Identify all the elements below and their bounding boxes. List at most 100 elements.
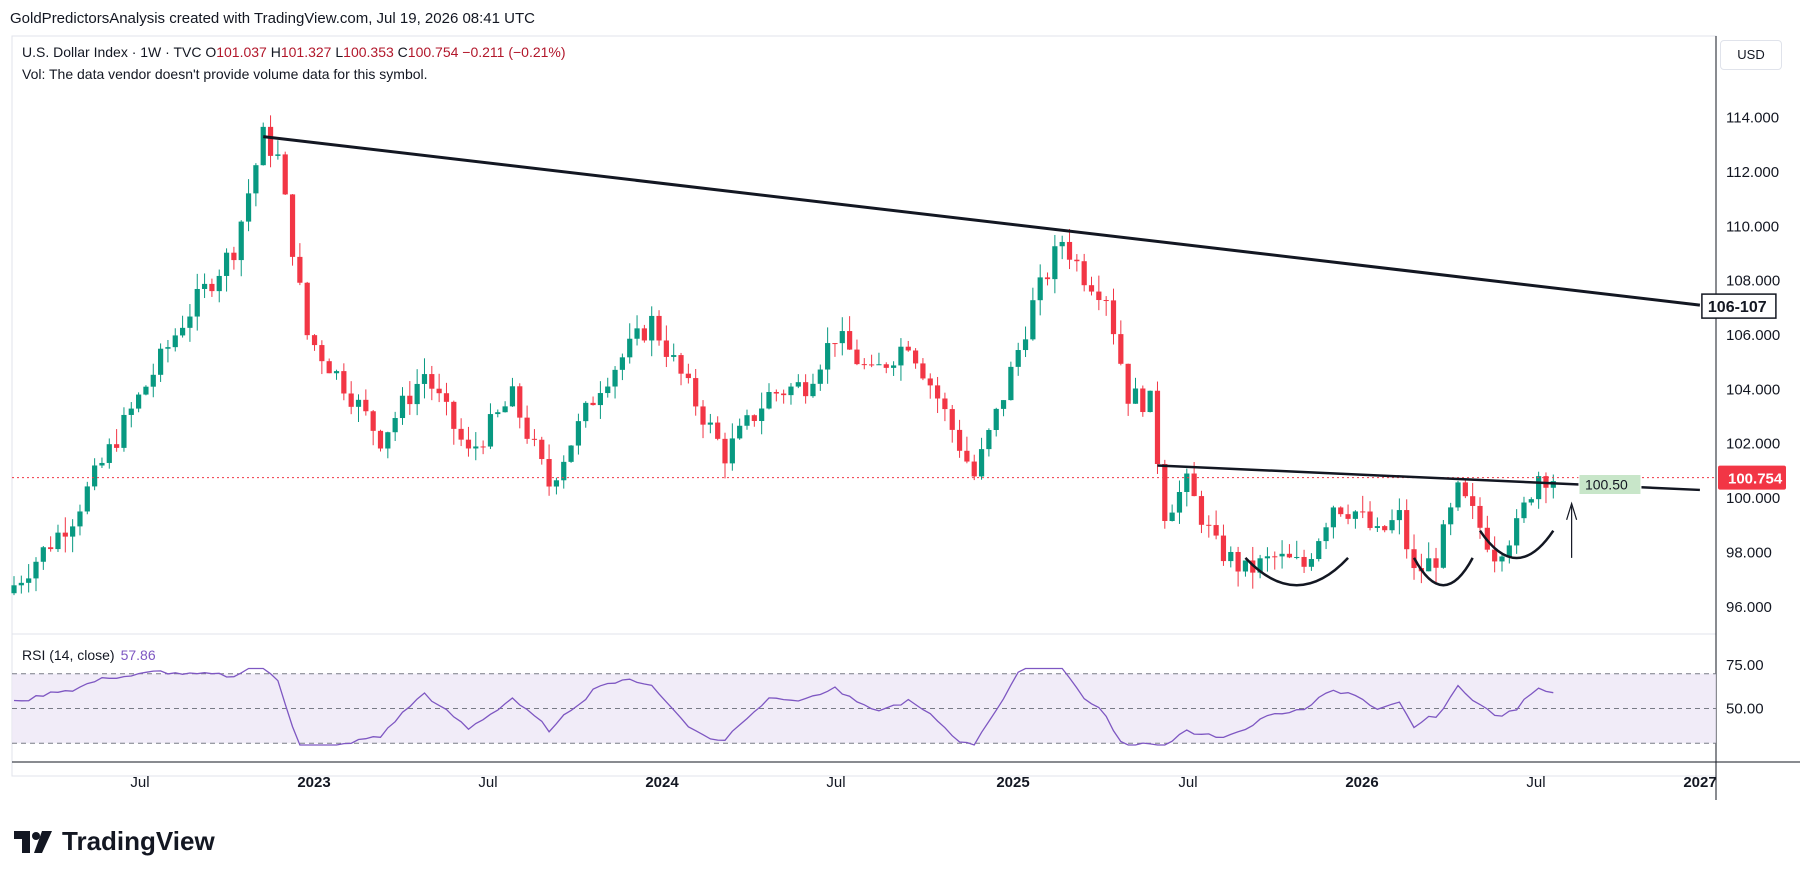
rsi-label: RSI (14, close) [22,647,115,663]
candle-body [187,316,193,328]
candle-body [289,194,296,257]
close-value: 100.754 [407,44,459,60]
rsi-tick-label: 50.00 [1726,701,1764,718]
candle-body [920,363,926,379]
candle-body [634,328,640,339]
tradingview-logo-icon [14,830,52,853]
candle-body [465,439,472,449]
candle-body [1455,482,1461,508]
candle-body [678,355,684,374]
candle-body [685,373,691,379]
candle-body [1440,524,1446,568]
candle-body [62,532,68,537]
candle-body [1169,512,1175,521]
candle-body [978,449,985,477]
open-value: 101.037 [216,44,267,60]
time-tick-label: Jul [130,774,149,791]
candle-body [1345,514,1351,519]
candle-body [810,383,816,397]
candle-body [1499,556,1505,562]
time-tick-label: Jul [1178,774,1197,791]
candle-body [1220,535,1227,562]
candle-body [663,340,669,357]
candle-body [1000,400,1007,409]
candle-body [84,486,90,512]
candle-body [707,422,713,425]
candle-body [1228,551,1234,562]
candle-body [986,429,992,450]
candle-body [1044,277,1051,280]
chart-credit: GoldPredictorsAnalysis created with Trad… [10,10,535,27]
candle-body [1404,510,1410,550]
resistance-trendline [263,135,1701,307]
candle-body [487,414,494,447]
candle-body [612,369,618,387]
candle-body [993,408,999,430]
candle-body [114,444,120,448]
price-tick-label: 98.000 [1726,544,1772,561]
candle-body [656,315,662,341]
candle-body [1110,300,1117,335]
candle-body [319,345,325,362]
candle-body [1396,510,1402,521]
candle-body [1118,334,1124,364]
candle-body [209,283,215,292]
candle-body [1360,511,1366,513]
tradingview-logo[interactable]: TradingView [14,826,215,857]
candle-body [179,327,186,336]
candle-body [737,425,743,439]
candle-body [876,364,882,366]
candle-body [597,393,603,406]
currency-button[interactable]: USD [1720,40,1782,70]
candle-body [531,438,538,440]
candle-body [619,357,625,370]
candle-body [781,393,787,396]
candle-body [260,126,266,166]
candle-body [443,393,450,402]
candle-body [70,526,76,537]
logo-text: TradingView [62,826,215,856]
time-tick-label: 2027 [1683,774,1716,791]
candle-body [1176,492,1183,513]
candle-body [40,547,46,562]
candle-body [363,399,369,412]
annotations-group: 100.50 106-107 100.754 [12,135,1786,587]
candle-body [1125,363,1131,404]
candle-body [194,288,200,317]
price-tick-label: 106.000 [1726,327,1780,344]
candle-body [1470,496,1476,506]
candle-body [201,283,208,289]
candle-body [1008,366,1014,401]
candle-body [1330,507,1336,528]
candle-body [1316,541,1322,560]
candle-body [1301,556,1307,567]
candle-body [245,193,252,222]
up-arrow-head-icon [1566,501,1578,521]
candle-body [524,417,530,439]
candle-body [883,364,889,368]
candle-body [934,385,941,399]
candle-body [839,331,845,344]
candle-body [803,382,809,397]
candle-body [898,346,904,366]
candle-body [1198,496,1205,525]
candle-body [590,402,596,406]
candle-body [121,414,127,448]
candle-body [568,445,574,462]
candle-body [1096,291,1102,301]
close-label: C [397,44,408,60]
candle-body [1066,241,1073,260]
candle-body [451,401,457,429]
candle-body [267,126,274,156]
candle-body [971,461,977,477]
candle-body [1367,511,1373,528]
candle-body [1514,518,1520,546]
candle-body [715,422,721,439]
candle-body [253,165,259,194]
candle-body [18,582,24,586]
candle-body [693,378,699,407]
rsi-band-group: 75.00 50.00 [12,657,1764,744]
open-label: O [205,44,217,60]
candle-body [282,154,288,195]
